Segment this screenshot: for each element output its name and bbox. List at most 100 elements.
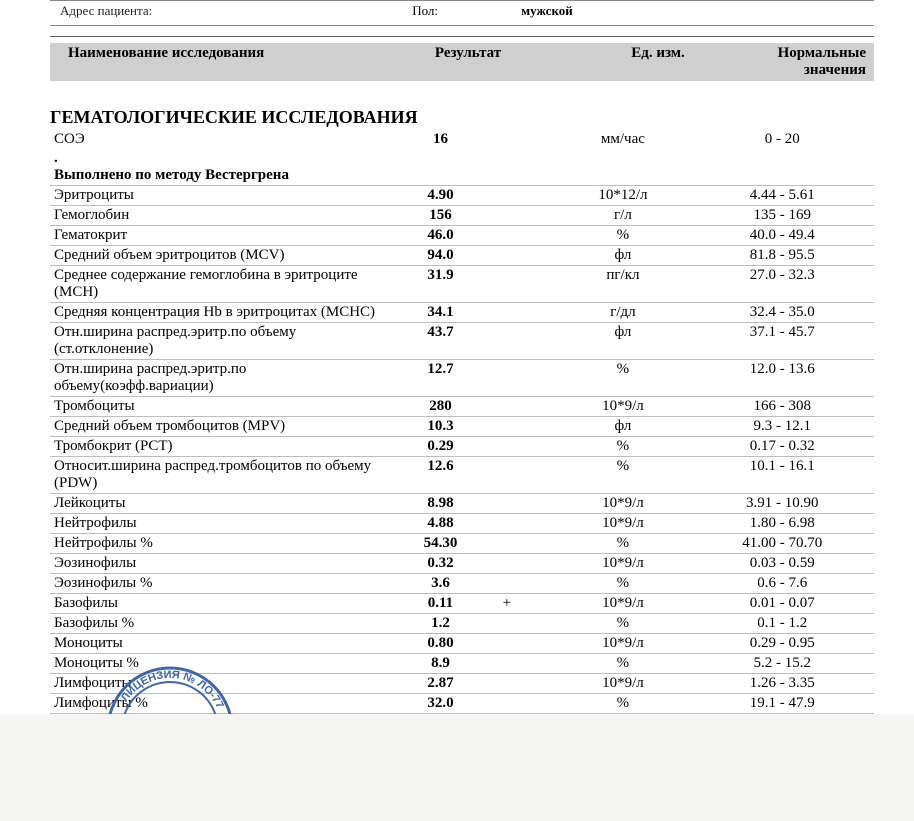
test-unit: 10*9/л [555, 554, 690, 574]
test-flag [489, 226, 556, 246]
test-flag [489, 360, 556, 397]
test-flag [489, 574, 556, 594]
table-row: Базофилы0.11+10*9/л0.01 - 0.07 [50, 594, 874, 614]
test-range: 3.91 - 10.90 [691, 494, 874, 514]
table-row: Среднее содержание гемоглобина в эритроц… [50, 266, 874, 303]
test-result: 16 [392, 130, 488, 149]
test-result: 4.90 [392, 186, 488, 206]
test-flag [489, 614, 556, 634]
test-result: 1.2 [392, 614, 488, 634]
test-unit: фл [555, 417, 690, 437]
test-unit: % [555, 654, 690, 674]
test-name: СОЭ [50, 130, 392, 149]
test-flag [489, 437, 556, 457]
test-range: 40.0 - 49.4 [691, 226, 874, 246]
test-range: 27.0 - 32.3 [691, 266, 874, 303]
test-result: 34.1 [392, 303, 488, 323]
test-flag [489, 674, 556, 694]
test-unit: 10*9/л [555, 594, 690, 614]
test-name: Отн.ширина распред.эритр.по объему (ст.о… [50, 323, 392, 360]
patient-info-strip: Адрес пациента: Пол: мужской [50, 0, 874, 26]
test-range: 135 - 169 [691, 206, 874, 226]
table-row: Тромбокрит (PCT)0.29%0.17 - 0.32 [50, 437, 874, 457]
test-name: Средний объем тромбоцитов (MPV) [50, 417, 392, 437]
test-range: 9.3 - 12.1 [691, 417, 874, 437]
table-row: Лейкоциты8.98 10*9/л3.91 - 10.90 [50, 494, 874, 514]
test-result: 54.30 [392, 534, 488, 554]
table-row: Средний объем тромбоцитов (MPV)10.3 фл9.3… [50, 417, 874, 437]
test-name: Средний объем эритроцитов (MCV) [50, 246, 392, 266]
test-range: 32.4 - 35.0 [691, 303, 874, 323]
test-result: 10.3 [392, 417, 488, 437]
test-flag [489, 514, 556, 534]
test-flag: + [489, 594, 556, 614]
test-unit: мм/час [555, 130, 690, 149]
test-range: 37.1 - 45.7 [691, 323, 874, 360]
test-range: 0.17 - 0.32 [691, 437, 874, 457]
results-table: СОЭ16мм/час0 - 20.Выполнено по методу Ве… [50, 130, 874, 714]
test-range: 0.1 - 1.2 [691, 614, 874, 634]
test-result: 8.9 [392, 654, 488, 674]
sex-value: мужской [521, 3, 572, 18]
test-range: 10.1 - 16.1 [691, 457, 874, 494]
table-row: СОЭ16мм/час0 - 20 [50, 130, 874, 149]
test-unit: % [555, 694, 690, 714]
test-range: 19.1 - 47.9 [691, 694, 874, 714]
test-name: Отн.ширина распред.эритр.по объему(коэфф… [50, 360, 392, 397]
test-name: Эозинофилы % [50, 574, 392, 594]
test-name: Лейкоциты [50, 494, 392, 514]
section-title: ГЕМАТОЛОГИЧЕСКИЕ ИССЛЕДОВАНИЯ [50, 107, 874, 128]
test-name: Средняя концентрация Hb в эритроцитах (M… [50, 303, 392, 323]
divider [50, 36, 874, 37]
test-flag [489, 417, 556, 437]
table-row: Отн.ширина распред.эритр.по объему(коэфф… [50, 360, 874, 397]
test-flag [489, 494, 556, 514]
test-result: 8.98 [392, 494, 488, 514]
test-name: Нейтрофилы [50, 514, 392, 534]
test-range: 166 - 308 [691, 397, 874, 417]
test-range: 0.01 - 0.07 [691, 594, 874, 614]
test-flag [489, 323, 556, 360]
test-unit: % [555, 360, 690, 397]
test-name: Гематокрит [50, 226, 392, 246]
test-flag [489, 206, 556, 226]
test-unit: 10*9/л [555, 494, 690, 514]
test-flag [489, 186, 556, 206]
table-row: Тромбоциты28010*9/л166 - 308 [50, 397, 874, 417]
test-unit: 10*9/л [555, 674, 690, 694]
test-name: Моноциты [50, 634, 392, 654]
test-unit: 10*12/л [555, 186, 690, 206]
test-unit: % [555, 574, 690, 594]
table-row: Эозинофилы0.3210*9/л0.03 - 0.59 [50, 554, 874, 574]
table-row: Относит.ширина распред.тромбоцитов по об… [50, 457, 874, 494]
test-flag [489, 130, 556, 149]
test-result: 280 [392, 397, 488, 417]
test-flag [489, 654, 556, 674]
test-name: Нейтрофилы % [50, 534, 392, 554]
test-unit: % [555, 614, 690, 634]
test-result: 0.11 [392, 594, 488, 614]
table-row: Эозинофилы %3.6%0.6 - 7.6 [50, 574, 874, 594]
table-row: Нейтрофилы4.8810*9/л1.80 - 6.98 [50, 514, 874, 534]
test-unit: г/дл [555, 303, 690, 323]
test-range: 12.0 - 13.6 [691, 360, 874, 397]
test-result: 31.9 [392, 266, 488, 303]
test-name: Базофилы [50, 594, 392, 614]
test-name: Эозинофилы [50, 554, 392, 574]
test-range: 0.29 - 0.95 [691, 634, 874, 654]
test-flag [489, 397, 556, 417]
test-flag [489, 534, 556, 554]
test-flag [489, 554, 556, 574]
test-unit: % [555, 226, 690, 246]
col-header-unit: Ед. изм. [598, 45, 718, 79]
test-result: 4.88 [392, 514, 488, 534]
method-note: .Выполнено по методу Вестергрена [50, 149, 874, 186]
test-unit: % [555, 457, 690, 494]
table-row: .Выполнено по методу Вестергрена [50, 149, 874, 186]
test-result: 12.7 [392, 360, 488, 397]
test-result: 3.6 [392, 574, 488, 594]
test-result: 94.0 [392, 246, 488, 266]
license-seal-icon: ЛИЦЕНЗИЯ № ЛО-77 [100, 666, 240, 714]
test-name: Относит.ширина распред.тромбоцитов по об… [50, 457, 392, 494]
test-range: 0.6 - 7.6 [691, 574, 874, 594]
